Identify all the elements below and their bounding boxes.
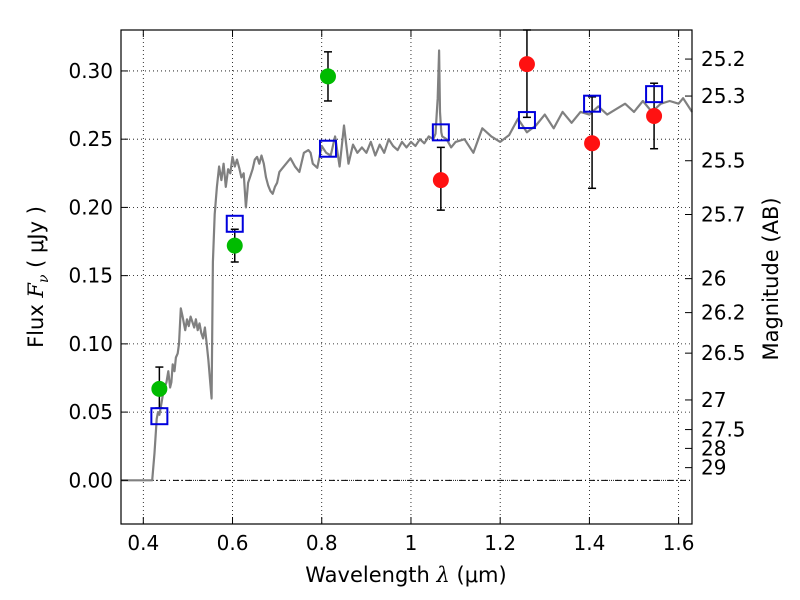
x-axis: 0.4 0.6 0.8 1 1.2 1.4 1.6 [127, 30, 695, 555]
y-tick-label: 0.10 [68, 332, 113, 356]
x-tick-label: 0.8 [306, 531, 338, 555]
x-axis-title: Wavelength λ (μm) [305, 563, 506, 587]
red-data-point [432, 172, 449, 189]
magnitude-tick-label: 27.5 [701, 418, 746, 442]
red-data-point [646, 107, 663, 124]
plot-frame [120, 29, 693, 525]
x-tick-label: 1.6 [663, 531, 695, 555]
y-tick-label: 0.30 [68, 59, 113, 83]
y-tick-label: 0.15 [68, 264, 113, 288]
magnitude-tick-label: 25.2 [701, 47, 746, 71]
model-photometry-square [150, 407, 169, 426]
y-tick-label: 0.05 [68, 400, 113, 424]
magnitude-tick-label: 26.5 [701, 341, 746, 365]
green-data-point [151, 380, 168, 397]
green-data-point [226, 237, 243, 254]
x-tick-label: 0.4 [127, 531, 159, 555]
red-data-point [584, 135, 601, 152]
y-tick-label: 0.20 [68, 195, 113, 219]
magnitude-tick-label: 29 [701, 456, 726, 480]
x-tick-label: 1 [405, 531, 418, 555]
y-tick-label: 0.25 [68, 127, 113, 151]
model-spectrum-line [121, 49, 693, 482]
magnitude-tick-label: 25.7 [701, 202, 746, 226]
x-tick-label: 0.6 [217, 531, 249, 555]
red-data-point [518, 56, 535, 73]
plot-area [121, 29, 693, 482]
y-tick-label: 0.00 [68, 468, 113, 492]
y-axis: 0.00 0.05 0.10 0.15 0.20 0.25 0.30 [68, 59, 128, 492]
x-tick-label: 1.4 [573, 531, 605, 555]
magnitude-tick-label: 27 [701, 388, 726, 412]
model-photometry-square [318, 139, 337, 158]
x-tick-label: 1.2 [484, 531, 516, 555]
magnitude-tick-label: 25.5 [701, 149, 746, 173]
y-axis-title: Flux Fν ( μJy ) [24, 206, 52, 348]
magnitude-tick-label: 28 [701, 436, 726, 460]
grid-lines [121, 30, 692, 524]
magnitude-tick-label: 26 [701, 267, 726, 291]
model-photometry-square [225, 214, 244, 233]
model-photometry-square [583, 94, 602, 113]
model-photometry-square [645, 85, 664, 104]
magnitude-tick-label: 25.3 [701, 84, 746, 108]
model-photometry-square [517, 111, 536, 130]
model-photometry-square [431, 123, 450, 142]
magnitude-axis-title: Magnitude (AB) [759, 197, 783, 360]
magnitude-tick-label: 26.2 [701, 301, 746, 325]
green-data-point [319, 68, 336, 85]
